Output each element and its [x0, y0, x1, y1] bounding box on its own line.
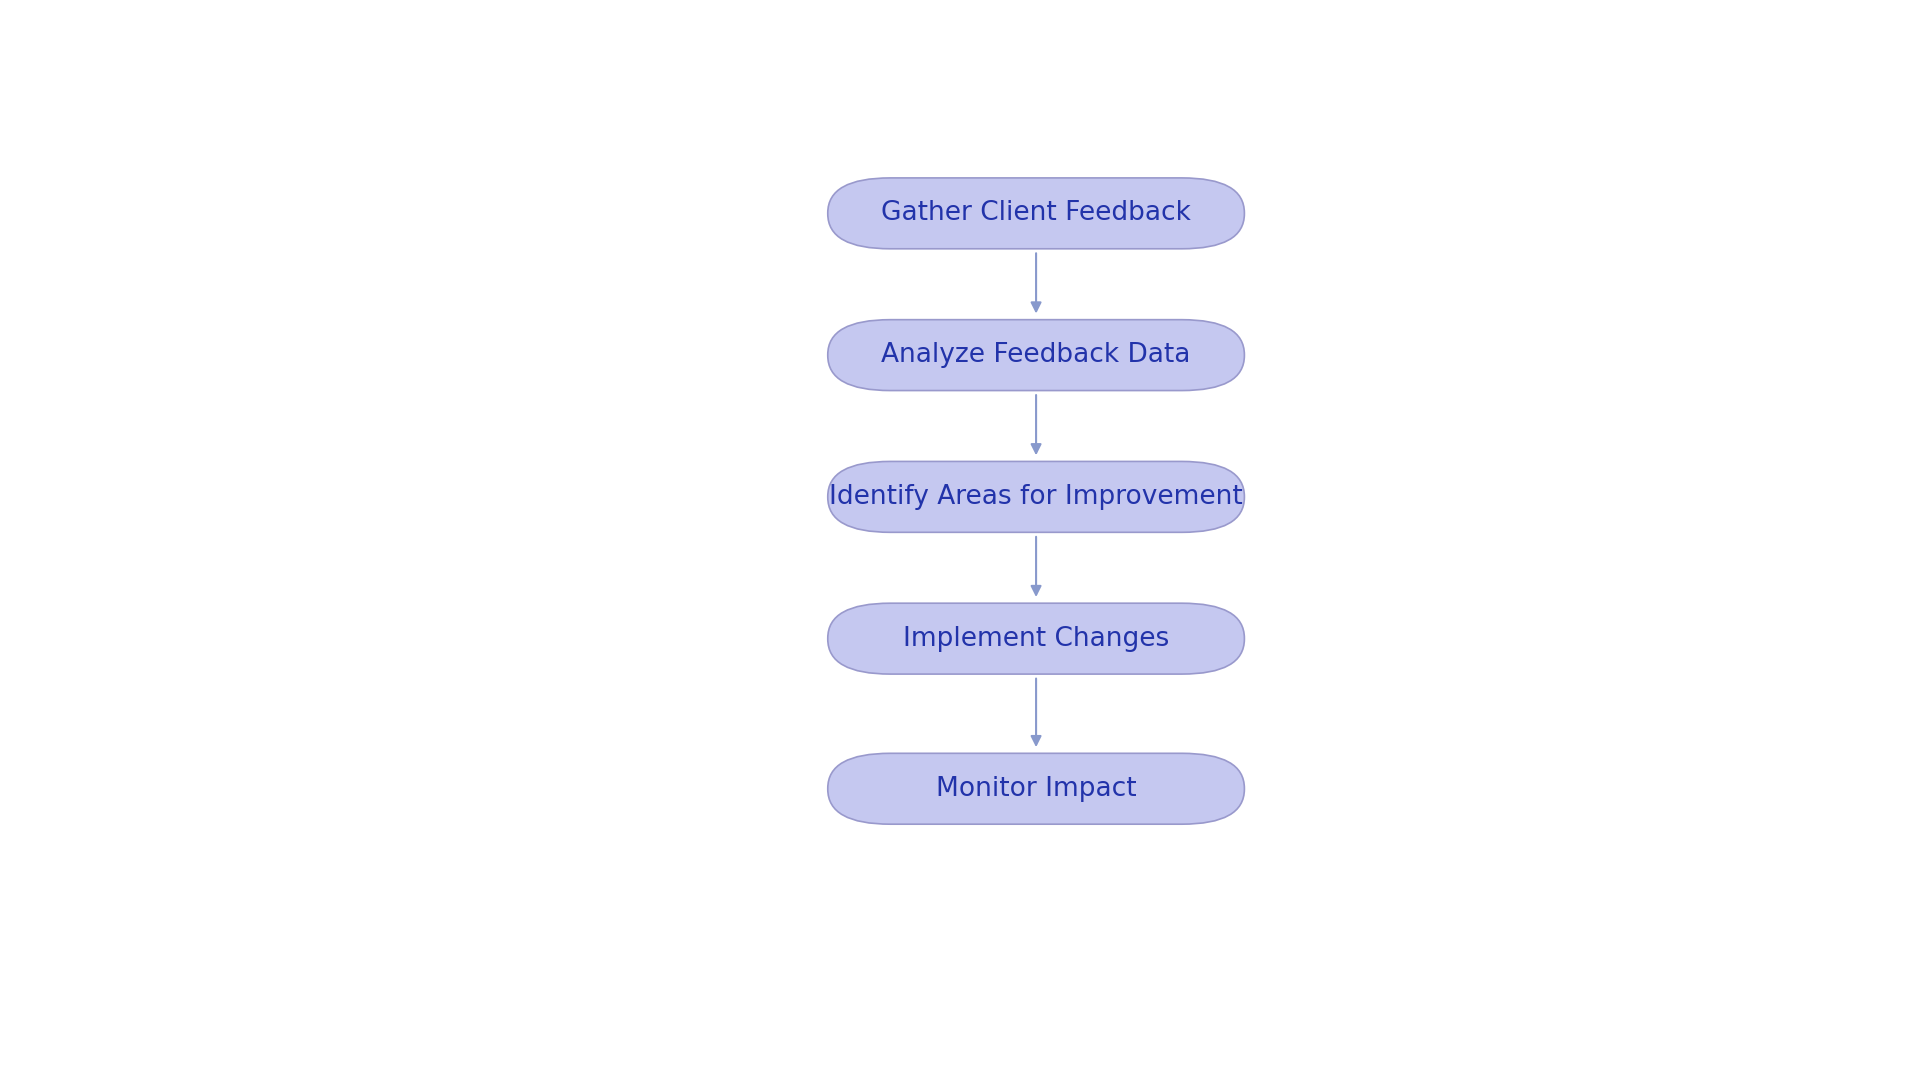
Text: Implement Changes: Implement Changes — [902, 626, 1169, 652]
FancyBboxPatch shape — [828, 754, 1244, 824]
Text: Gather Client Feedback: Gather Client Feedback — [881, 200, 1190, 226]
FancyBboxPatch shape — [828, 319, 1244, 391]
Text: Identify Areas for Improvement: Identify Areas for Improvement — [829, 484, 1242, 510]
FancyBboxPatch shape — [828, 178, 1244, 249]
Text: Monitor Impact: Monitor Impact — [935, 775, 1137, 801]
FancyBboxPatch shape — [828, 461, 1244, 533]
Text: Analyze Feedback Data: Analyze Feedback Data — [881, 342, 1190, 368]
FancyBboxPatch shape — [828, 603, 1244, 674]
